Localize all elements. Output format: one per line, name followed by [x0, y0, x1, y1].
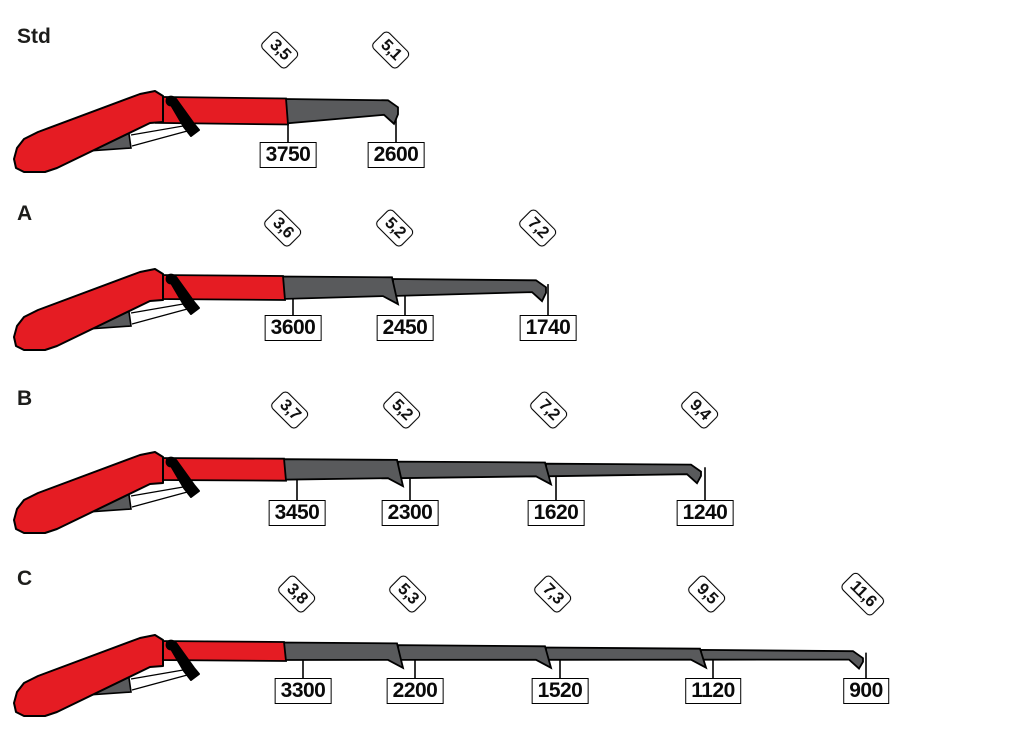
boom-extension-segment	[545, 462, 702, 485]
load-value-box: 2200	[386, 678, 444, 704]
base-arm	[13, 451, 164, 534]
load-value-box: 3450	[268, 500, 326, 526]
row-label-std: Std	[17, 25, 51, 48]
base-arm	[13, 634, 164, 717]
boom-extension-segment	[281, 275, 400, 306]
crane-base	[13, 268, 200, 351]
load-value-box: 2600	[367, 142, 425, 168]
boom-extension-segment	[392, 278, 547, 303]
row-label-c: C	[17, 567, 33, 590]
crane-row-c	[13, 634, 867, 717]
crane-row-b	[13, 451, 706, 534]
load-value-box: 3750	[259, 142, 317, 168]
load-value-box: 2300	[381, 500, 439, 526]
pivot-pin	[165, 273, 177, 285]
cylinder-rod-line	[131, 129, 192, 147]
boom-extension-segment	[700, 648, 864, 671]
boom-extension-segment	[545, 646, 708, 670]
load-value-box: 1120	[685, 678, 741, 704]
cylinder-rod-line	[130, 668, 190, 680]
load-value-box: 2450	[376, 315, 434, 341]
pivot-pin	[165, 95, 177, 107]
pivot-pin	[165, 456, 177, 468]
load-value-box: 1740	[519, 315, 577, 341]
row-label-a: A	[17, 202, 33, 225]
cylinder-rod-line	[131, 673, 192, 691]
cylinder-rod-line	[131, 307, 192, 325]
crane-base	[13, 90, 200, 173]
boom-extension-segment	[282, 641, 405, 670]
cylinder-rod-line	[130, 302, 190, 314]
boom-extension-segment	[282, 458, 405, 488]
load-value-box: 1620	[527, 500, 585, 526]
boom-extension-segment	[284, 98, 399, 126]
cylinder-rod-line	[130, 485, 190, 497]
load-value-box: 1520	[531, 678, 589, 704]
row-label-b: B	[17, 387, 33, 410]
base-arm	[13, 90, 164, 173]
load-value-box: 3300	[274, 678, 332, 704]
load-value-box: 900	[843, 678, 889, 704]
pivot-pin	[165, 639, 177, 651]
load-value-box: 1240	[676, 500, 734, 526]
crane-row-std	[13, 90, 399, 173]
cylinder-rod-line	[130, 124, 190, 136]
crane-base	[13, 634, 200, 717]
crane-row-a	[13, 268, 549, 351]
base-arm	[13, 268, 164, 351]
cylinder-rod-line	[131, 490, 192, 508]
boom-extension-segment	[397, 644, 553, 670]
load-value-box: 3600	[264, 315, 322, 341]
crane-base	[13, 451, 200, 534]
boom-extension-segment	[397, 460, 553, 487]
